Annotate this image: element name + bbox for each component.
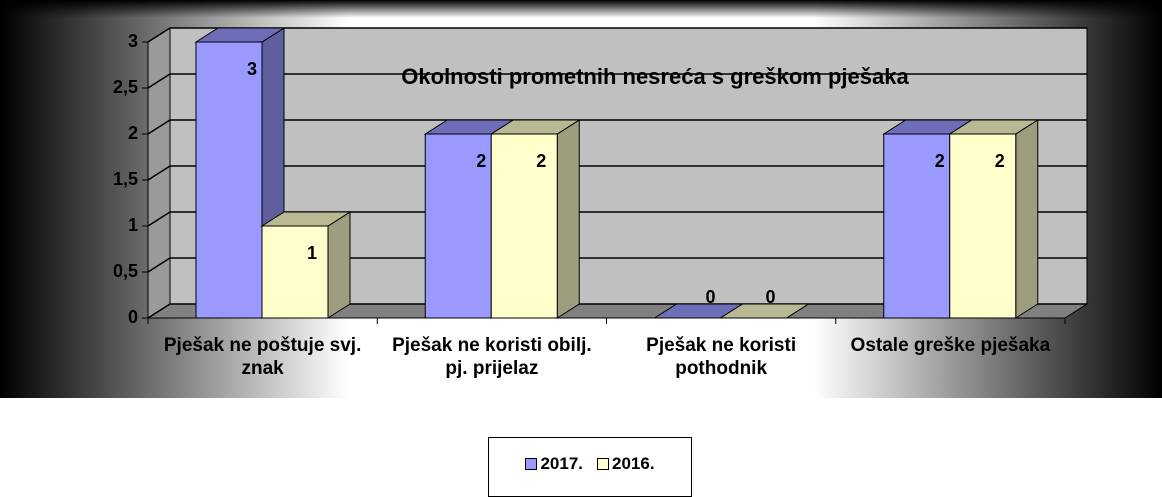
y-tick-label: 1 <box>128 215 138 235</box>
y-tick-label: 2 <box>128 123 138 143</box>
value-label: 2 <box>995 151 1005 171</box>
chart-title: Okolnosti prometnih nesreća s greškom pj… <box>401 64 909 89</box>
grid-line <box>147 257 1087 273</box>
legend-label: 2017. <box>540 454 583 473</box>
bar-front <box>195 41 263 319</box>
value-label: 0 <box>705 287 715 307</box>
bar-side <box>556 119 580 319</box>
bar <box>260 211 352 319</box>
x-tick-label: Pješak ne koristi obilj. pj. prijelaz <box>392 335 592 379</box>
bar <box>948 119 1040 319</box>
bar-front <box>424 133 492 319</box>
value-label: 3 <box>247 59 257 79</box>
x-tick-label: Ostale greške pješaka <box>850 335 1051 356</box>
legend: 2017. 2016. <box>488 437 692 497</box>
y-tick-label: 3 <box>128 31 138 51</box>
legend-swatch <box>597 458 609 470</box>
legend-item: 2017. <box>525 454 583 496</box>
grid-line <box>147 119 1087 135</box>
bar-side <box>327 211 351 319</box>
bar-side <box>1015 119 1039 319</box>
y-tick-label: 0 <box>128 307 138 327</box>
legend-swatch <box>525 458 538 470</box>
value-label: 2 <box>935 151 945 171</box>
grid-line <box>147 165 1087 181</box>
grid-line <box>147 211 1087 227</box>
bar-front <box>949 133 1017 319</box>
bar-top <box>718 303 811 319</box>
legend-item: 2016. <box>597 454 655 496</box>
y-tick-label: 2,5 <box>113 77 138 97</box>
bar <box>718 303 811 319</box>
x-tick-label: Pješak ne poštuje svj. znak <box>163 335 362 379</box>
y-tick-label: 1,5 <box>113 169 138 189</box>
value-label: 0 <box>765 287 775 307</box>
grid-line <box>147 27 1087 43</box>
bar <box>489 119 581 319</box>
value-label: 1 <box>307 243 317 263</box>
value-label: 2 <box>476 151 486 171</box>
bar-front <box>883 133 951 319</box>
grid-line <box>147 73 1087 89</box>
legend-label: 2016. <box>612 454 655 473</box>
x-tick-label: Pješak ne koristi pothodnik <box>646 335 797 379</box>
value-label: 2 <box>536 151 546 171</box>
y-tick-label: 0,5 <box>113 261 138 281</box>
bar-front <box>490 133 558 319</box>
bar-front <box>261 225 329 319</box>
